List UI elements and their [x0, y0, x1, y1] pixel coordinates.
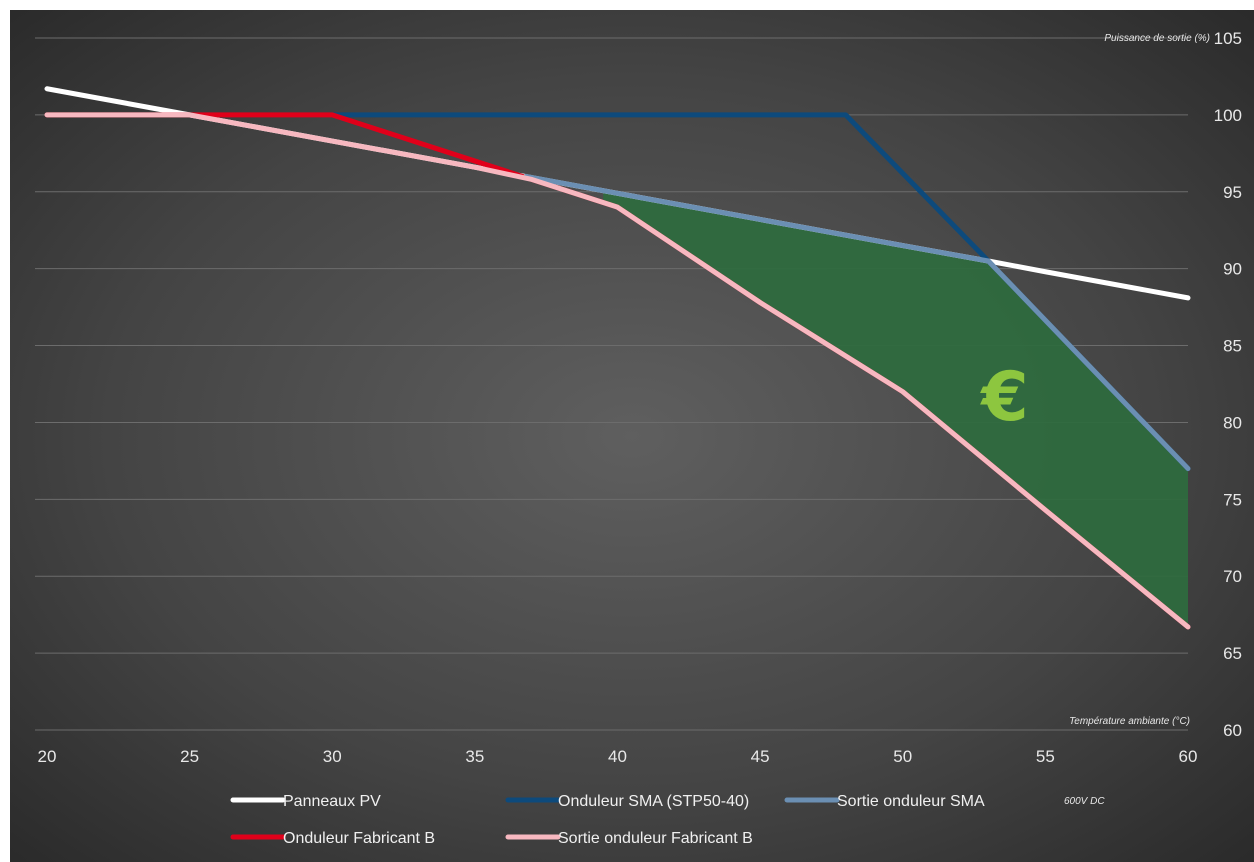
y-tick-label: 80: [1223, 413, 1242, 432]
series-line-sortie-onduleur-sma: [523, 173, 1191, 472]
legend-label: Sortie onduleur Fabricant B: [558, 830, 753, 847]
x-tick-label: 60: [1179, 747, 1198, 766]
x-tick-label: 30: [323, 747, 342, 766]
x-tick-label: 25: [180, 747, 199, 766]
x-tick-label: 20: [38, 747, 57, 766]
x-tick-label: 40: [608, 747, 627, 766]
legend-label: Panneaux PV: [283, 793, 381, 810]
y-tick-label: 105: [1214, 29, 1242, 48]
inverter-voltage-note: 600V DC: [1064, 796, 1105, 807]
legend-label: Sortie onduleur SMA: [837, 793, 985, 810]
series-line-sortie-onduleur-fabricant-b: [44, 112, 1191, 630]
x-tick-label: 45: [751, 747, 770, 766]
legend-label: Onduleur Fabricant B: [283, 830, 435, 847]
y-tick-label: 70: [1223, 567, 1242, 586]
y-tick-label: 75: [1223, 490, 1242, 509]
x-tick-label: 55: [1036, 747, 1055, 766]
legend-label: Onduleur SMA (STP50-40): [558, 793, 749, 810]
shaded-region-label: €: [979, 358, 1028, 437]
y-tick-label: 100: [1214, 106, 1242, 125]
y-tick-label: 85: [1223, 337, 1242, 356]
y-tick-label: 95: [1223, 183, 1242, 202]
x-tick-label: 35: [465, 747, 484, 766]
y-tick-label: 65: [1223, 644, 1242, 663]
x-axis-title: Température ambiante (°C): [1069, 716, 1190, 727]
y-axis-title: Puissance de sortie (%): [1104, 33, 1210, 44]
y-tick-label: 60: [1223, 721, 1242, 740]
y-tick-label: 90: [1223, 260, 1242, 279]
x-tick-label: 50: [893, 747, 912, 766]
